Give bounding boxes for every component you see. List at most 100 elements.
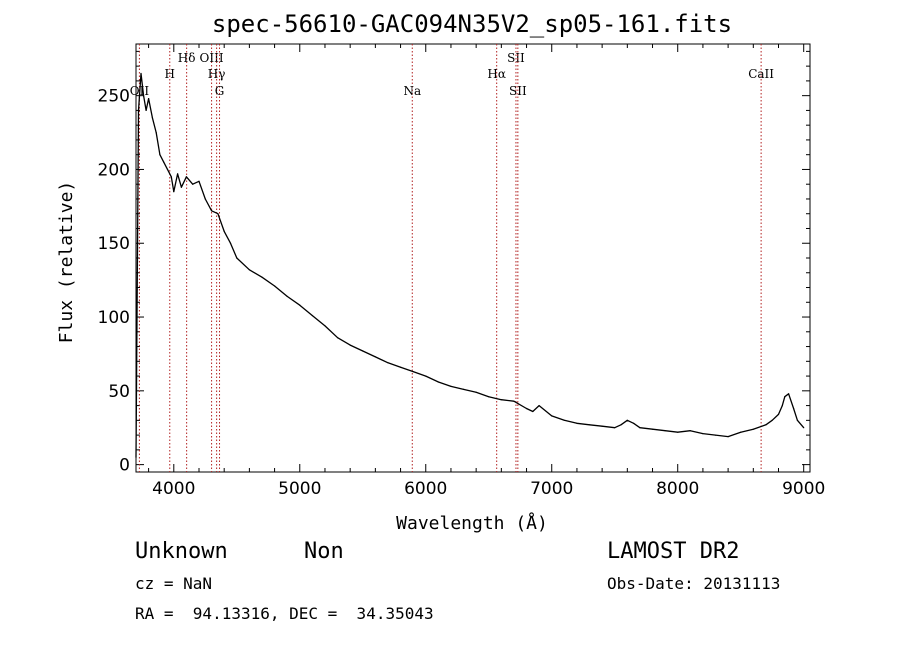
spectrum-point <box>563 419 565 421</box>
spectrum-point <box>620 424 622 426</box>
spectrum-point <box>151 117 153 119</box>
line-marker-label: G <box>215 84 225 98</box>
spectrum-point <box>261 276 263 278</box>
spectrum-point <box>324 325 326 327</box>
spectrum-point <box>765 424 767 426</box>
spectrum-point <box>714 434 717 436</box>
spectrum-point <box>532 410 534 413</box>
spectrum-point <box>166 168 169 170</box>
spectrum-point <box>463 388 465 390</box>
spectrum-point <box>135 456 137 458</box>
spectrum-point <box>702 433 704 435</box>
spectrum-point <box>163 161 165 163</box>
spectrum-point <box>784 396 786 398</box>
redshift-label: cz = NaN <box>135 574 213 593</box>
spectrum-point <box>374 356 376 358</box>
x-tick-label: 8000 <box>656 479 699 499</box>
spectrum-point <box>425 375 427 377</box>
y-axis-label: Flux (relative) <box>56 181 77 344</box>
spectrum-point <box>412 371 414 373</box>
coordinates-label: RA = 94.13316, DEC = 34.35043 <box>135 604 434 623</box>
x-tick-label: 7000 <box>530 479 573 499</box>
line-marker-label: Hα <box>487 67 506 81</box>
spectrum-point <box>740 431 742 433</box>
spectrum-point <box>217 213 219 215</box>
spectrum-point <box>689 430 691 432</box>
survey-label: LAMOST DR2 <box>607 539 740 564</box>
spectrum-point <box>148 98 150 100</box>
spectrum-line <box>135 72 805 458</box>
spectrum-point <box>349 344 351 346</box>
spectrum-point <box>170 176 172 178</box>
x-tick-label: 9000 <box>782 479 825 499</box>
spectrum-point <box>185 176 187 178</box>
spectrum-point <box>437 381 439 383</box>
line-marker-label: SII <box>507 51 525 65</box>
spectrum-point <box>796 419 799 421</box>
line-marker-label: Na <box>403 84 421 98</box>
subclass-label: Non <box>304 539 344 564</box>
class-label: Unknown <box>135 539 228 564</box>
chart-title: spec-56610-GAC094N35V2_sp05-161.fits <box>212 10 732 38</box>
spectrum-point <box>223 230 225 232</box>
line-marker-label: H <box>165 67 175 81</box>
spectrum-point <box>137 109 140 111</box>
spectrum-point <box>177 173 179 175</box>
spectrum-point <box>229 242 232 244</box>
line-marker-label: Hγ <box>208 67 226 81</box>
y-tick-label: 200 <box>98 160 130 180</box>
spectrum-point <box>400 366 402 368</box>
spectrum-point <box>803 427 805 429</box>
line-marker-label: Hδ <box>178 51 196 65</box>
y-tick-label: 150 <box>98 234 130 254</box>
spectrum-point <box>651 428 654 430</box>
spectrum-point <box>488 396 490 398</box>
spectrum-point <box>525 407 528 410</box>
y-tick-label: 100 <box>98 308 130 328</box>
spectrum-point <box>248 269 250 271</box>
spectrum-point <box>513 400 515 402</box>
spectrum-point <box>788 393 790 395</box>
spectrum-point <box>777 413 780 415</box>
spectrum-point <box>626 419 628 421</box>
spectrum-point <box>198 180 200 182</box>
spectrum-point <box>752 428 754 430</box>
spectrum-point <box>387 362 389 364</box>
spectrum-point <box>500 399 502 401</box>
spectrum-point <box>639 427 641 429</box>
spectrum-point <box>664 430 666 432</box>
y-tick-label: 0 <box>119 456 130 476</box>
spectrum-point <box>173 191 175 193</box>
spectrum-point <box>362 350 364 352</box>
x-axis-label: Wavelength (Å) <box>396 512 548 534</box>
y-tick-label: 250 <box>98 87 130 107</box>
spectrum-point <box>180 186 182 188</box>
x-axis-ticks: 4000 5000 6000 7000 8000 9000 <box>148 44 825 499</box>
x-tick-label: 5000 <box>278 479 321 499</box>
spectrum-point <box>677 431 679 433</box>
spectrum-point <box>311 315 313 317</box>
line-marker-label: SII <box>509 84 527 98</box>
spectrum-point <box>140 72 142 75</box>
spectrum-point <box>274 285 276 287</box>
spectrum-point <box>633 422 635 424</box>
line-marker-label: OIII <box>200 51 224 65</box>
spectrum-point <box>159 154 161 156</box>
spectrum-point <box>588 424 591 426</box>
spectrum-point <box>192 183 194 185</box>
line-marker-label: CaII <box>748 67 774 81</box>
spectrum-point <box>145 109 147 111</box>
y-axis-ticks: 0 50 100 150 200 250 <box>98 50 810 476</box>
spectrum-point <box>475 391 477 393</box>
obs-date-label: Obs-Date: 20131113 <box>607 574 781 593</box>
spectrum-point <box>286 295 288 297</box>
spectrum-point <box>727 436 729 438</box>
spectrum-point <box>771 419 773 421</box>
x-tick-label: 4000 <box>152 479 195 499</box>
spectrum-point <box>551 415 553 417</box>
spectrum-point <box>204 198 206 200</box>
spectrum-series <box>135 72 805 458</box>
spectrum-point <box>211 210 213 212</box>
